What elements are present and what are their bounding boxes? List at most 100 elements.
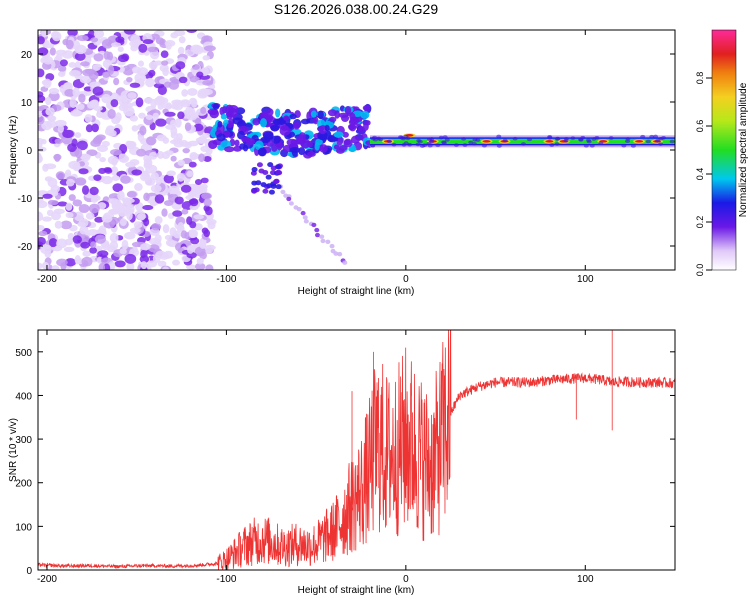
noise-blob bbox=[135, 97, 144, 108]
noise-blob bbox=[148, 151, 158, 160]
noise-blob bbox=[203, 156, 212, 162]
carrier-speckle bbox=[372, 135, 378, 140]
noise-blob bbox=[131, 169, 143, 176]
noise-blob bbox=[165, 239, 176, 247]
noise-blob bbox=[167, 185, 180, 195]
carrier-speckle bbox=[429, 137, 435, 141]
noise-blob bbox=[130, 44, 139, 52]
noise-blob bbox=[50, 184, 60, 193]
noise-blob bbox=[76, 35, 89, 42]
transition-blob bbox=[348, 146, 357, 152]
noise-blob bbox=[199, 239, 207, 249]
noise-blob bbox=[107, 108, 116, 119]
carrier-speckle bbox=[655, 139, 661, 143]
noise-blob bbox=[201, 227, 209, 234]
noise-blob bbox=[176, 133, 183, 141]
noise-blob bbox=[201, 88, 213, 96]
noise-blob bbox=[41, 261, 50, 270]
transition-blob bbox=[216, 133, 226, 142]
artifact-blob bbox=[296, 207, 302, 212]
noise-blob bbox=[48, 91, 60, 102]
noise-blob bbox=[156, 151, 165, 159]
carrier-speckle bbox=[583, 144, 589, 148]
noise-blob bbox=[158, 97, 169, 105]
noise-blob bbox=[64, 258, 77, 267]
noise-blob bbox=[112, 183, 124, 193]
artifact-blob bbox=[337, 251, 343, 257]
noise-blob bbox=[108, 65, 115, 75]
carrier-speckle bbox=[563, 139, 569, 143]
noise-blob bbox=[162, 67, 170, 77]
noise-blob bbox=[122, 197, 131, 204]
noise-blob bbox=[101, 93, 112, 104]
noise-blob bbox=[43, 78, 52, 89]
noise-blob bbox=[70, 109, 83, 117]
noise-blob bbox=[84, 114, 93, 123]
snr-y-tick-label: 500 bbox=[15, 348, 32, 359]
artifact-blob bbox=[303, 219, 309, 224]
noise-blob bbox=[123, 30, 136, 35]
noise-blob bbox=[189, 221, 197, 229]
snr-x-tick-label: -100 bbox=[216, 574, 236, 585]
noise-blob bbox=[73, 40, 81, 51]
noise-blob bbox=[45, 96, 52, 106]
noise-blob bbox=[174, 118, 182, 128]
transition-blob bbox=[217, 120, 223, 128]
noise-blob bbox=[38, 146, 47, 152]
carrier-speckle bbox=[625, 139, 631, 144]
noise-blob bbox=[134, 183, 143, 192]
noise-blob bbox=[92, 86, 104, 96]
colorbar-label: Normalized spectral amplitude bbox=[738, 82, 749, 217]
carrier-speckle bbox=[608, 136, 614, 140]
noise-blob bbox=[81, 185, 90, 195]
noise-blob bbox=[93, 174, 102, 181]
noise-blob bbox=[124, 231, 136, 240]
transition-blob bbox=[273, 178, 280, 184]
noise-blob bbox=[112, 202, 122, 209]
carrier-speckle bbox=[442, 135, 448, 139]
noise-blob bbox=[107, 129, 117, 137]
noise-blob bbox=[68, 62, 77, 68]
noise-blob bbox=[94, 216, 104, 223]
transition-blob bbox=[252, 118, 261, 126]
carrier-speckle bbox=[630, 144, 636, 148]
noise-blob bbox=[147, 46, 159, 53]
colorbar-tick-label: 0.6 bbox=[695, 120, 705, 133]
noise-blob bbox=[153, 83, 165, 89]
transition-blob bbox=[275, 108, 281, 118]
noise-blob bbox=[202, 55, 210, 61]
noise-blob bbox=[110, 148, 122, 156]
noise-blob bbox=[43, 43, 55, 49]
artifact-blob bbox=[300, 210, 306, 216]
noise-blob bbox=[67, 233, 75, 241]
heatmap-y-tick-label: 0 bbox=[26, 146, 32, 157]
noise-blob bbox=[150, 184, 162, 193]
noise-blob bbox=[138, 43, 148, 53]
noise-blob bbox=[200, 177, 209, 184]
noise-blob bbox=[196, 71, 204, 78]
artifact-blob bbox=[288, 201, 294, 206]
noise-blob bbox=[200, 106, 207, 114]
noise-blob bbox=[38, 115, 45, 125]
noise-blob bbox=[41, 30, 49, 38]
carrier-speckle bbox=[598, 141, 604, 146]
noise-blob bbox=[177, 159, 185, 166]
noise-blob bbox=[198, 153, 205, 163]
carrier-speckle bbox=[444, 138, 450, 142]
transition-blob bbox=[208, 140, 218, 150]
noise-blob bbox=[48, 237, 58, 248]
transition-blob bbox=[265, 174, 272, 180]
carrier-speckle bbox=[585, 138, 591, 143]
noise-blob bbox=[87, 30, 96, 40]
noise-blob bbox=[65, 202, 73, 211]
noise-blob bbox=[47, 115, 57, 122]
noise-blob bbox=[170, 155, 177, 162]
noise-blob bbox=[101, 140, 110, 147]
noise-blob bbox=[55, 171, 66, 180]
noise-blob bbox=[166, 170, 176, 177]
snr-x-label: Height of straight line (km) bbox=[298, 585, 415, 596]
transition-blob bbox=[256, 162, 263, 168]
noise-blob bbox=[46, 209, 54, 217]
noise-blob bbox=[126, 191, 137, 198]
